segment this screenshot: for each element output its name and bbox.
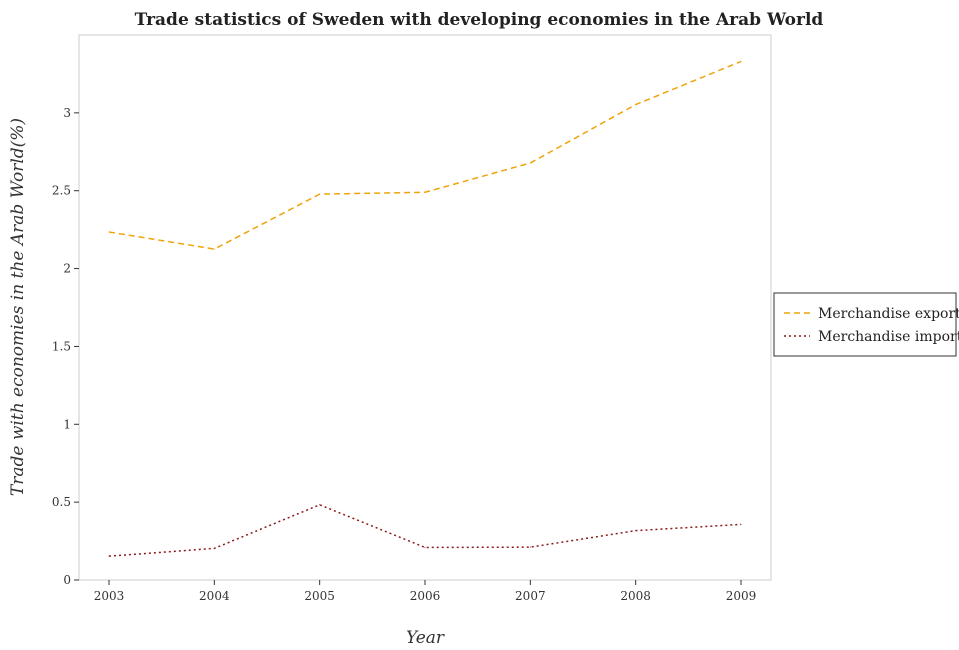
x-tick-label: 2009 — [726, 589, 757, 603]
data-point-exports — [635, 104, 637, 106]
data-point-imports — [108, 555, 110, 557]
legend-label-exports: Merchandise exports — [818, 306, 959, 322]
data-point-exports — [740, 60, 742, 62]
x-tick-label: 2006 — [410, 589, 441, 603]
x-tick-label: 2005 — [304, 589, 335, 603]
y-axis-ticks: 0 0.5 1 1.5 2 2.5 3 — [52, 106, 79, 587]
y-tick-label: 2 — [63, 262, 71, 276]
data-point-imports — [424, 546, 426, 548]
y-tick-label: 1 — [63, 417, 71, 431]
data-point-imports — [213, 547, 215, 549]
y-tick-label: 0 — [63, 573, 71, 587]
data-point-exports — [213, 248, 215, 250]
y-tick-label: 2.5 — [52, 184, 71, 198]
x-tick-label: 2008 — [620, 589, 651, 603]
data-point-imports — [529, 546, 531, 548]
x-tick-label: 2003 — [94, 589, 125, 603]
series-lines — [108, 60, 742, 557]
plot-area — [78, 34, 772, 581]
data-point-imports — [635, 530, 637, 532]
data-point-exports — [424, 191, 426, 193]
x-axis-ticks: 2003 2004 2005 2006 2007 2008 2009 — [94, 580, 757, 603]
x-tick-label: 2004 — [199, 589, 230, 603]
chart-title: Trade statistics of Sweden with developi… — [135, 10, 824, 30]
data-point-exports — [529, 162, 531, 164]
y-axis-label: Trade with economies in the Arab World(%… — [8, 118, 28, 496]
y-tick-label: 3 — [63, 106, 71, 120]
data-point-imports — [740, 523, 742, 525]
x-axis-label: Year — [406, 628, 445, 648]
data-point-imports — [319, 504, 321, 506]
y-tick-label: 1.5 — [52, 339, 71, 353]
legend-box — [773, 292, 957, 357]
legend: Merchandise exports Merchandise imports — [773, 292, 959, 357]
data-point-exports — [108, 231, 110, 233]
x-tick-label: 2007 — [515, 589, 546, 603]
data-point-exports — [319, 193, 321, 195]
y-tick-label: 0.5 — [52, 495, 71, 509]
legend-label-imports: Merchandise imports — [818, 329, 959, 345]
